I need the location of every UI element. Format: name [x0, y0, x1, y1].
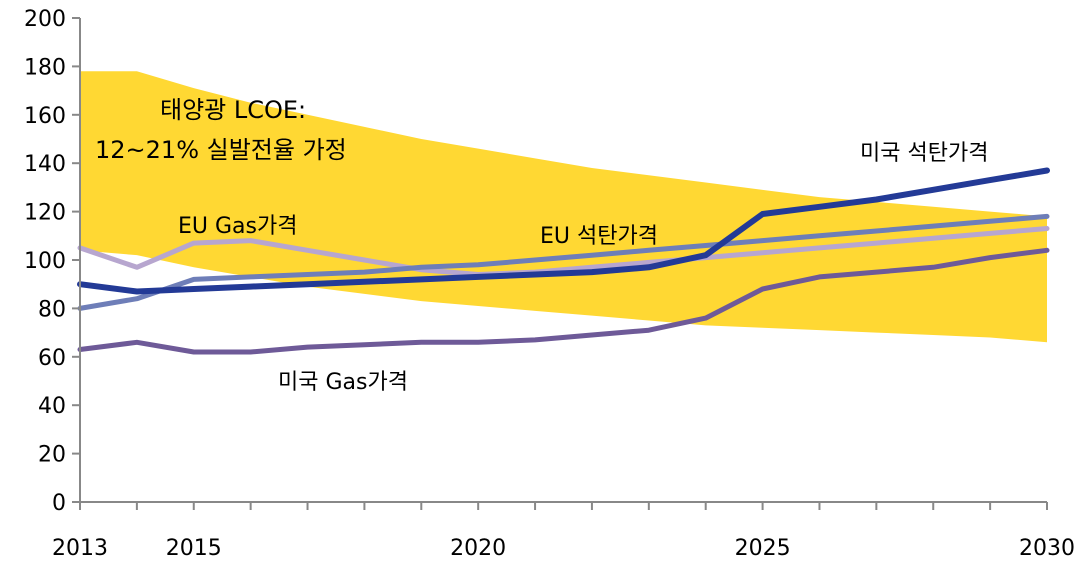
series-line-eu-coal	[77, 213, 1050, 311]
y-tick-label: 180	[24, 55, 66, 80]
y-tick-label: 20	[38, 443, 66, 468]
x-tick-label: 2020	[450, 536, 506, 561]
y-tick-label: 140	[24, 152, 66, 177]
x-tick-label: 2015	[166, 536, 222, 561]
y-tick-label: 80	[38, 297, 66, 322]
y-tick-label: 40	[38, 394, 66, 419]
series-label-eu-gas: EU Gas가격	[178, 214, 297, 239]
x-tick-label: 2030	[1019, 536, 1075, 561]
x-tick-label: 2013	[52, 536, 108, 561]
band-label-line1: 태양광 LCOE:	[160, 96, 306, 124]
y-tick-label: 200	[24, 7, 66, 32]
band-label-line2: 12~21% 실발전율 가정	[95, 136, 347, 164]
y-tick-label: 120	[24, 201, 66, 226]
series-label-us-coal: 미국 석탄가격	[860, 141, 988, 166]
y-tick-label: 100	[24, 249, 66, 274]
annotation-layer: 태양광 LCOE: 12~21% 실발전율 가정 미국 석탄가격 EU 석탄가격…	[95, 96, 988, 395]
y-tick-label: 60	[38, 346, 66, 371]
series-label-us-gas: 미국 Gas가격	[278, 370, 408, 395]
y-tick-label: 0	[52, 491, 66, 516]
series-line-eu-gas	[77, 226, 1050, 277]
series-line-us-coal	[77, 167, 1050, 295]
series-layer	[77, 167, 1050, 355]
series-label-eu-coal: EU 석탄가격	[540, 224, 658, 249]
x-tick-label: 2025	[735, 536, 791, 561]
series-line-us-gas	[77, 247, 1050, 355]
ticks-layer: 0 20 40 60 80 100 120 140 160 180 200 2013 2015 2020 2…	[24, 7, 1075, 561]
y-tick-label: 160	[24, 104, 66, 129]
